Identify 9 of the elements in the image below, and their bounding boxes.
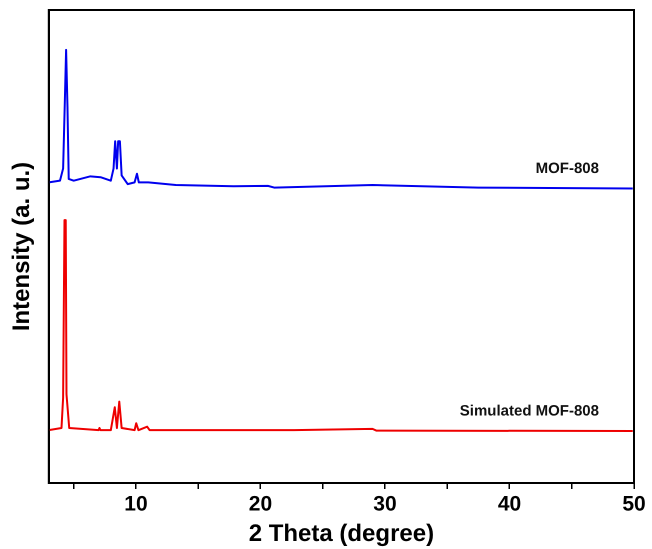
series-label: MOF-808 [536, 160, 599, 178]
y-axis-title: Intensity (a. u.) [8, 162, 36, 332]
x-tick-label: 50 [622, 492, 646, 516]
x-tick-label: 10 [124, 492, 148, 516]
x-axis-title: 2 Theta (degree) [248, 520, 434, 548]
x-tick-label: 20 [248, 492, 272, 516]
x-tick-label: 30 [373, 492, 397, 516]
x-tick-label: 40 [498, 492, 522, 516]
series-label: Simulated MOF-808 [460, 402, 599, 420]
